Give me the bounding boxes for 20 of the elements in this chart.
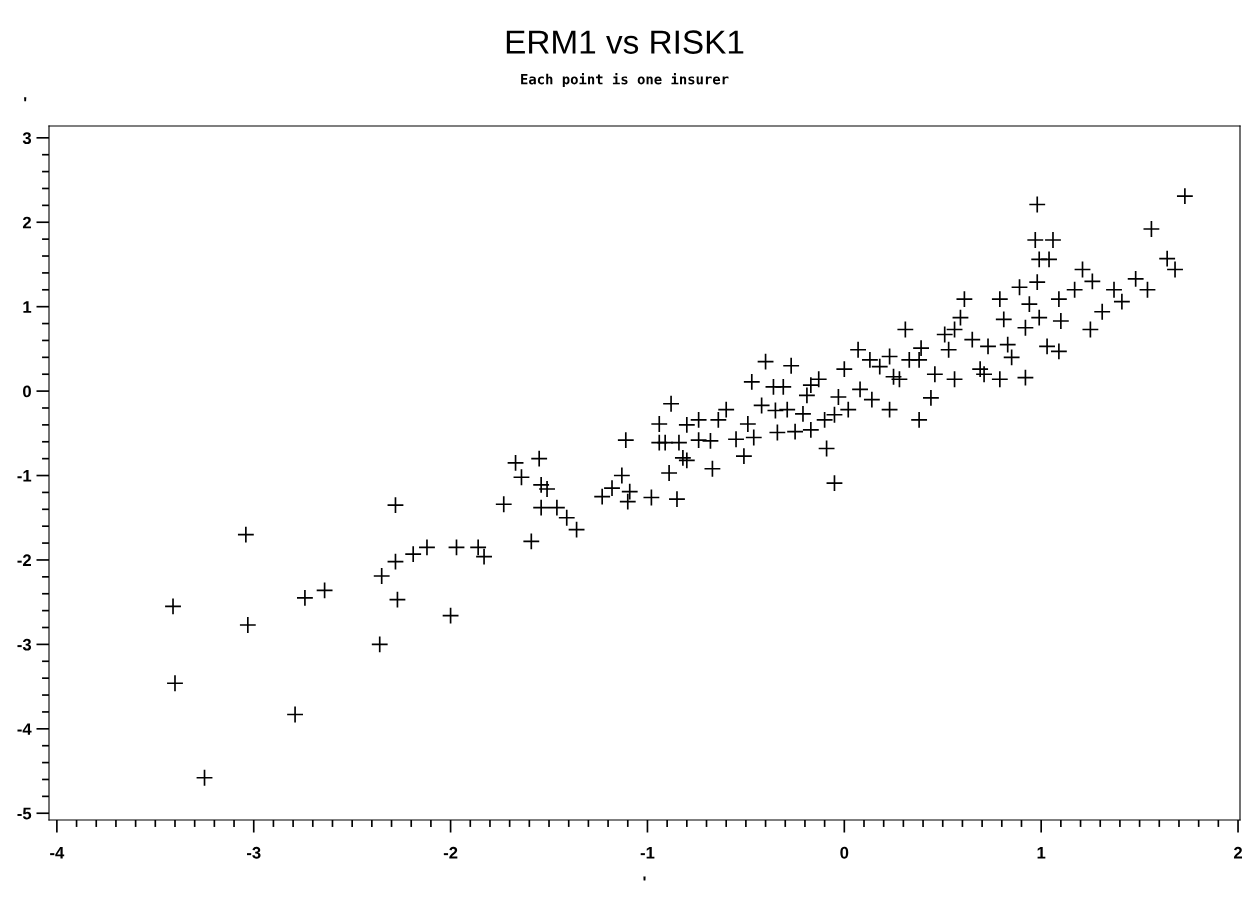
x-axis-title: ' [643,876,646,881]
y-tick-label: 0 [23,385,31,398]
y-tick-label: -1 [17,470,32,482]
y-tick-label: -4 [17,723,32,735]
x-tick-label: -3 [246,846,261,859]
y-tick-label: 3 [22,132,32,145]
x-tick-label: -1 [640,847,655,859]
y-axis-title: ' [24,97,27,102]
x-tick-label: 0 [840,846,849,859]
x-tick-label: 1 [1037,847,1046,859]
x-tick-label: -2 [443,846,458,859]
x-tick-label: 2 [1233,846,1242,859]
x-tick-label: -4 [50,847,65,859]
chart-title: ERM1 vs RISK1 [506,30,744,54]
chart-subtitle: Each point is one insurer [521,72,729,88]
y-tick-label: 1 [23,301,32,313]
y-tick-label: -5 [17,807,32,820]
y-tick-label: 2 [22,216,31,229]
y-tick-label: -3 [17,638,32,651]
y-tick-label: -2 [17,554,31,566]
